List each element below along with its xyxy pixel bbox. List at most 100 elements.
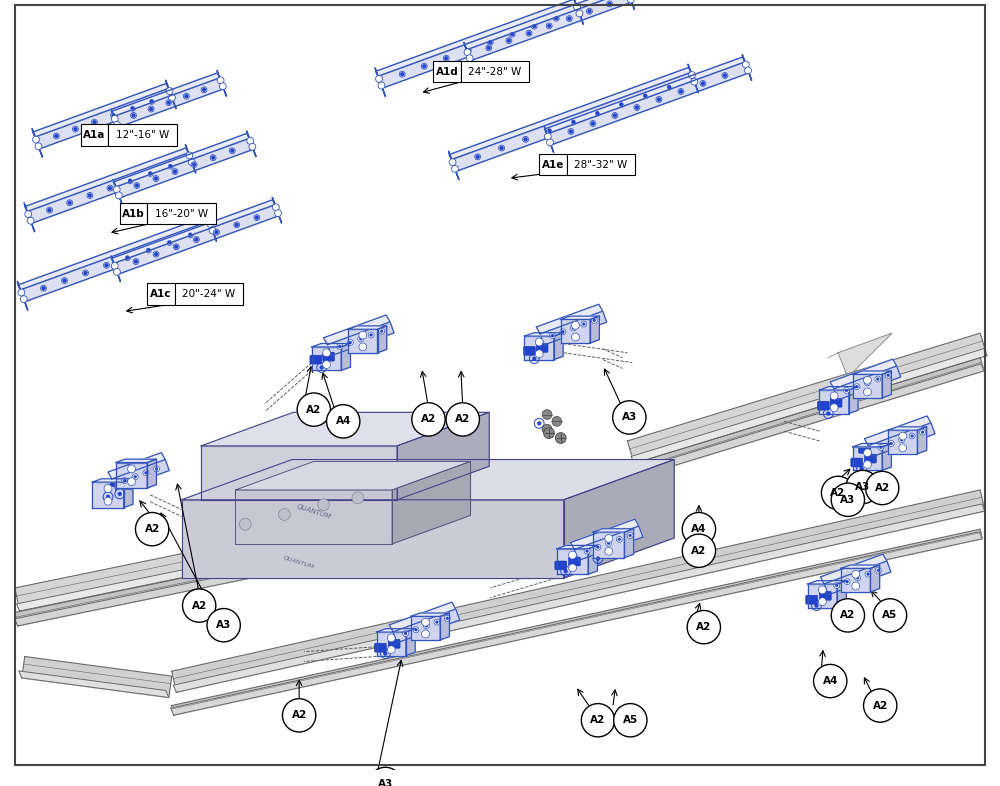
Text: A2: A2 xyxy=(421,414,436,424)
Polygon shape xyxy=(15,511,542,626)
Circle shape xyxy=(131,106,135,110)
Circle shape xyxy=(87,193,93,198)
Circle shape xyxy=(318,499,329,511)
Circle shape xyxy=(844,387,849,394)
Circle shape xyxy=(173,244,179,250)
Circle shape xyxy=(887,374,890,376)
Circle shape xyxy=(830,392,838,400)
Text: A2: A2 xyxy=(696,623,711,632)
Text: A2: A2 xyxy=(875,483,890,493)
Circle shape xyxy=(173,170,177,174)
Circle shape xyxy=(47,208,53,213)
Circle shape xyxy=(191,162,197,167)
Circle shape xyxy=(359,343,367,351)
Polygon shape xyxy=(201,413,489,446)
Polygon shape xyxy=(838,333,892,377)
Text: A5: A5 xyxy=(882,611,898,620)
Circle shape xyxy=(452,165,458,172)
Polygon shape xyxy=(440,613,449,640)
Circle shape xyxy=(619,102,623,106)
Circle shape xyxy=(155,468,158,470)
Circle shape xyxy=(215,230,218,234)
Circle shape xyxy=(523,137,528,142)
Polygon shape xyxy=(853,447,882,470)
Circle shape xyxy=(153,175,159,182)
Circle shape xyxy=(864,380,870,386)
Circle shape xyxy=(383,652,387,656)
Circle shape xyxy=(359,331,367,339)
Circle shape xyxy=(132,113,135,117)
Circle shape xyxy=(466,55,473,61)
Circle shape xyxy=(214,230,219,235)
Polygon shape xyxy=(837,581,846,608)
Text: A2: A2 xyxy=(306,405,321,414)
Circle shape xyxy=(421,63,427,69)
Polygon shape xyxy=(449,151,459,180)
FancyBboxPatch shape xyxy=(539,154,567,175)
Circle shape xyxy=(594,110,600,116)
FancyBboxPatch shape xyxy=(555,561,567,570)
Circle shape xyxy=(634,105,640,110)
Circle shape xyxy=(831,599,865,632)
Circle shape xyxy=(876,377,879,380)
Circle shape xyxy=(41,285,46,291)
Circle shape xyxy=(921,431,924,434)
Circle shape xyxy=(888,441,894,446)
Circle shape xyxy=(506,38,512,43)
Polygon shape xyxy=(570,519,639,549)
Circle shape xyxy=(20,296,27,303)
Polygon shape xyxy=(888,427,927,430)
Circle shape xyxy=(399,72,405,77)
Polygon shape xyxy=(411,616,440,640)
FancyBboxPatch shape xyxy=(375,643,386,652)
Circle shape xyxy=(413,626,419,633)
Circle shape xyxy=(275,210,281,217)
Circle shape xyxy=(133,259,139,264)
Circle shape xyxy=(123,479,126,482)
Circle shape xyxy=(128,179,132,182)
Polygon shape xyxy=(18,216,209,290)
Circle shape xyxy=(404,632,407,635)
Circle shape xyxy=(742,61,749,68)
Polygon shape xyxy=(564,460,674,578)
Circle shape xyxy=(230,149,234,152)
Circle shape xyxy=(613,401,646,434)
Circle shape xyxy=(666,84,672,90)
Circle shape xyxy=(143,470,149,476)
Circle shape xyxy=(111,112,116,118)
Polygon shape xyxy=(111,73,220,116)
Circle shape xyxy=(113,121,120,128)
Text: A2: A2 xyxy=(873,700,888,711)
Circle shape xyxy=(500,146,504,150)
Circle shape xyxy=(643,94,647,97)
Circle shape xyxy=(560,329,566,335)
Circle shape xyxy=(499,145,505,151)
Circle shape xyxy=(84,271,87,275)
Polygon shape xyxy=(536,304,603,334)
FancyBboxPatch shape xyxy=(323,352,334,361)
Polygon shape xyxy=(312,343,350,347)
Circle shape xyxy=(107,185,113,191)
Circle shape xyxy=(465,47,471,53)
Circle shape xyxy=(124,255,130,261)
Circle shape xyxy=(444,57,448,61)
Polygon shape xyxy=(112,460,169,490)
Circle shape xyxy=(403,630,408,637)
Circle shape xyxy=(568,129,574,134)
FancyBboxPatch shape xyxy=(108,124,177,146)
Circle shape xyxy=(818,598,826,605)
Circle shape xyxy=(542,410,552,420)
Circle shape xyxy=(722,72,728,79)
Circle shape xyxy=(885,373,891,378)
Circle shape xyxy=(532,357,536,361)
Polygon shape xyxy=(27,152,193,223)
Circle shape xyxy=(547,139,553,146)
Polygon shape xyxy=(593,529,634,532)
Circle shape xyxy=(550,332,555,339)
Circle shape xyxy=(855,385,858,388)
Circle shape xyxy=(193,237,199,242)
FancyBboxPatch shape xyxy=(819,591,831,601)
Circle shape xyxy=(569,130,573,134)
Text: 28"-32" W: 28"-32" W xyxy=(574,160,628,170)
Circle shape xyxy=(446,617,449,620)
